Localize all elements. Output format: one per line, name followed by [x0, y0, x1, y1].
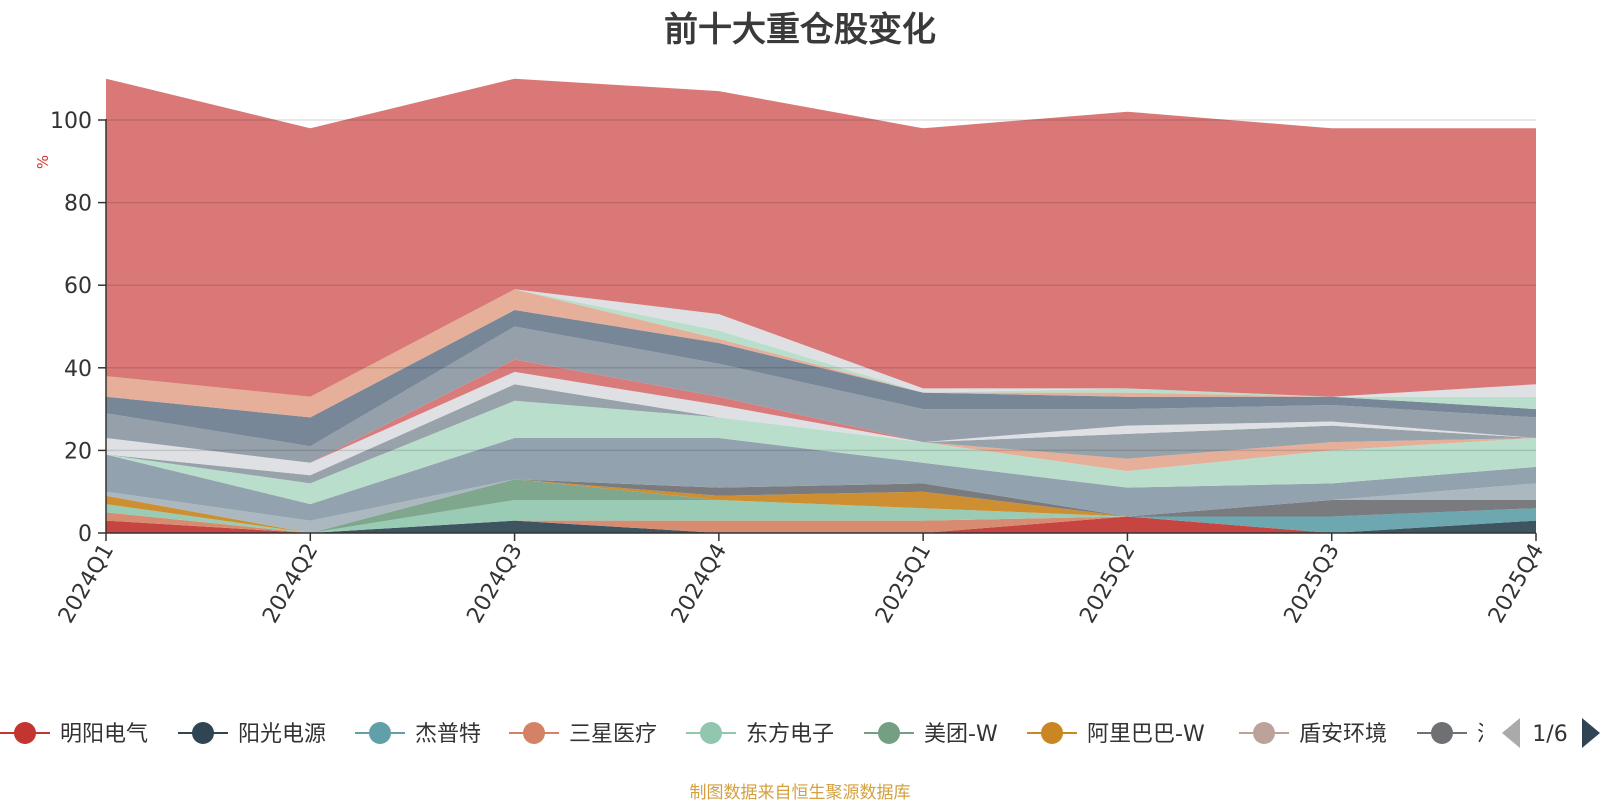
legend-item[interactable]: 汇川技术: [1417, 722, 1565, 747]
upper-band-3-area: [106, 384, 1536, 484]
upper-band-8-area: [106, 289, 1536, 418]
legend-item[interactable]: 盾安环境: [1239, 722, 1387, 747]
legend-circle-marker: [14, 722, 36, 744]
legend-item[interactable]: 三星医疗: [509, 722, 657, 747]
legend-circle-marker: [1431, 722, 1453, 744]
legend-item[interactable]: 东方电子: [686, 722, 834, 747]
y-tick-label: 60: [64, 274, 92, 299]
x-tick-label: 2024Q4: [667, 540, 732, 628]
legend-items[interactable]: 明阳电气 阳光电源 杰普特 三星医疗 东方电子 美团-W 阿里巴巴-W 盾安环境 汇川技术: [0, 722, 1565, 747]
legend-item[interactable]: 阿里巴巴-W: [1027, 722, 1205, 747]
legend-circle-marker: [700, 722, 722, 744]
x-tick-label: 2024Q3: [462, 540, 527, 628]
upper-band-2-area: [106, 400, 1536, 484]
legend-circle-marker: [369, 722, 391, 744]
legend-label: 杰普特: [415, 722, 481, 747]
legend-circle-marker: [1253, 722, 1275, 744]
legend-item[interactable]: 阳光电源: [178, 722, 326, 747]
legend-label: 阳光电源: [238, 722, 326, 747]
legend-circle-marker: [878, 722, 900, 744]
legend-circle-marker: [523, 722, 545, 744]
legend-label: 美团-W: [924, 722, 998, 747]
upper-band-4-area: [106, 371, 1536, 476]
legend-label: 阿里巴巴-W: [1087, 722, 1205, 747]
legend-label: 盾安环境: [1299, 722, 1387, 747]
legend-item[interactable]: 明阳电气: [0, 722, 148, 747]
y-tick-label: 80: [64, 192, 92, 217]
legend-label: 汇川技术: [1477, 722, 1565, 747]
upper-band-9-area: [106, 289, 1536, 410]
y-tick-label: 100: [50, 109, 92, 134]
y-tick-label: 20: [64, 439, 92, 464]
other-band-area: [106, 479, 1536, 533]
grid-lines: [106, 119, 1536, 452]
x-tick-label: 2024Q1: [54, 540, 119, 628]
area-bands: [106, 78, 1536, 533]
legend-prev-page-icon[interactable]: [1502, 718, 1520, 748]
legend[interactable]: 明阳电气 阳光电源 杰普特 三星医疗 东方电子 美团-W 阿里巴巴-W 盾安环境 汇川技术: [0, 722, 1565, 747]
upper-band-0-area: [106, 438, 1536, 521]
y-axis-unit-label: %: [34, 155, 52, 169]
legend-circle-marker: [1041, 722, 1063, 744]
legend-item[interactable]: 美团-W: [864, 722, 998, 747]
legend-page-indicator: 1/6: [1532, 722, 1567, 747]
x-tick-label: 2024Q2: [258, 540, 323, 628]
legend-circle-marker: [192, 722, 214, 744]
legend-item[interactable]: 杰普特: [355, 722, 481, 747]
series-4-area: [106, 500, 1536, 533]
x-tick-label: 2025Q2: [1075, 540, 1140, 628]
x-tick-label: 2025Q3: [1280, 540, 1345, 628]
series-0-area: [106, 516, 1536, 533]
legend-label: 三星医疗: [569, 722, 657, 747]
chart-title: 前十大重仓股变化: [664, 10, 936, 50]
legend-label: 明阳电气: [60, 722, 148, 747]
x-tick-label: 2025Q4: [1484, 540, 1549, 628]
upper-band-1-area: [106, 400, 1536, 505]
series-8-area: [106, 479, 1536, 533]
upper-band-11-area: [106, 78, 1536, 397]
y-tick-label: 40: [64, 357, 92, 382]
source-note: 制图数据来自恒生聚源数据库: [689, 783, 911, 803]
upper-band-6-area: [106, 326, 1536, 463]
series-2-area: [106, 508, 1536, 533]
legend-pager[interactable]: 1/6: [1502, 718, 1600, 748]
x-tick-label: 2025Q1: [871, 540, 936, 628]
legend-next-page-icon[interactable]: [1582, 718, 1600, 748]
legend-label: 东方电子: [746, 722, 834, 747]
y-tick-label: 0: [78, 522, 92, 547]
upper-band-7-area: [106, 310, 1536, 447]
series-1-area: [106, 516, 1536, 533]
